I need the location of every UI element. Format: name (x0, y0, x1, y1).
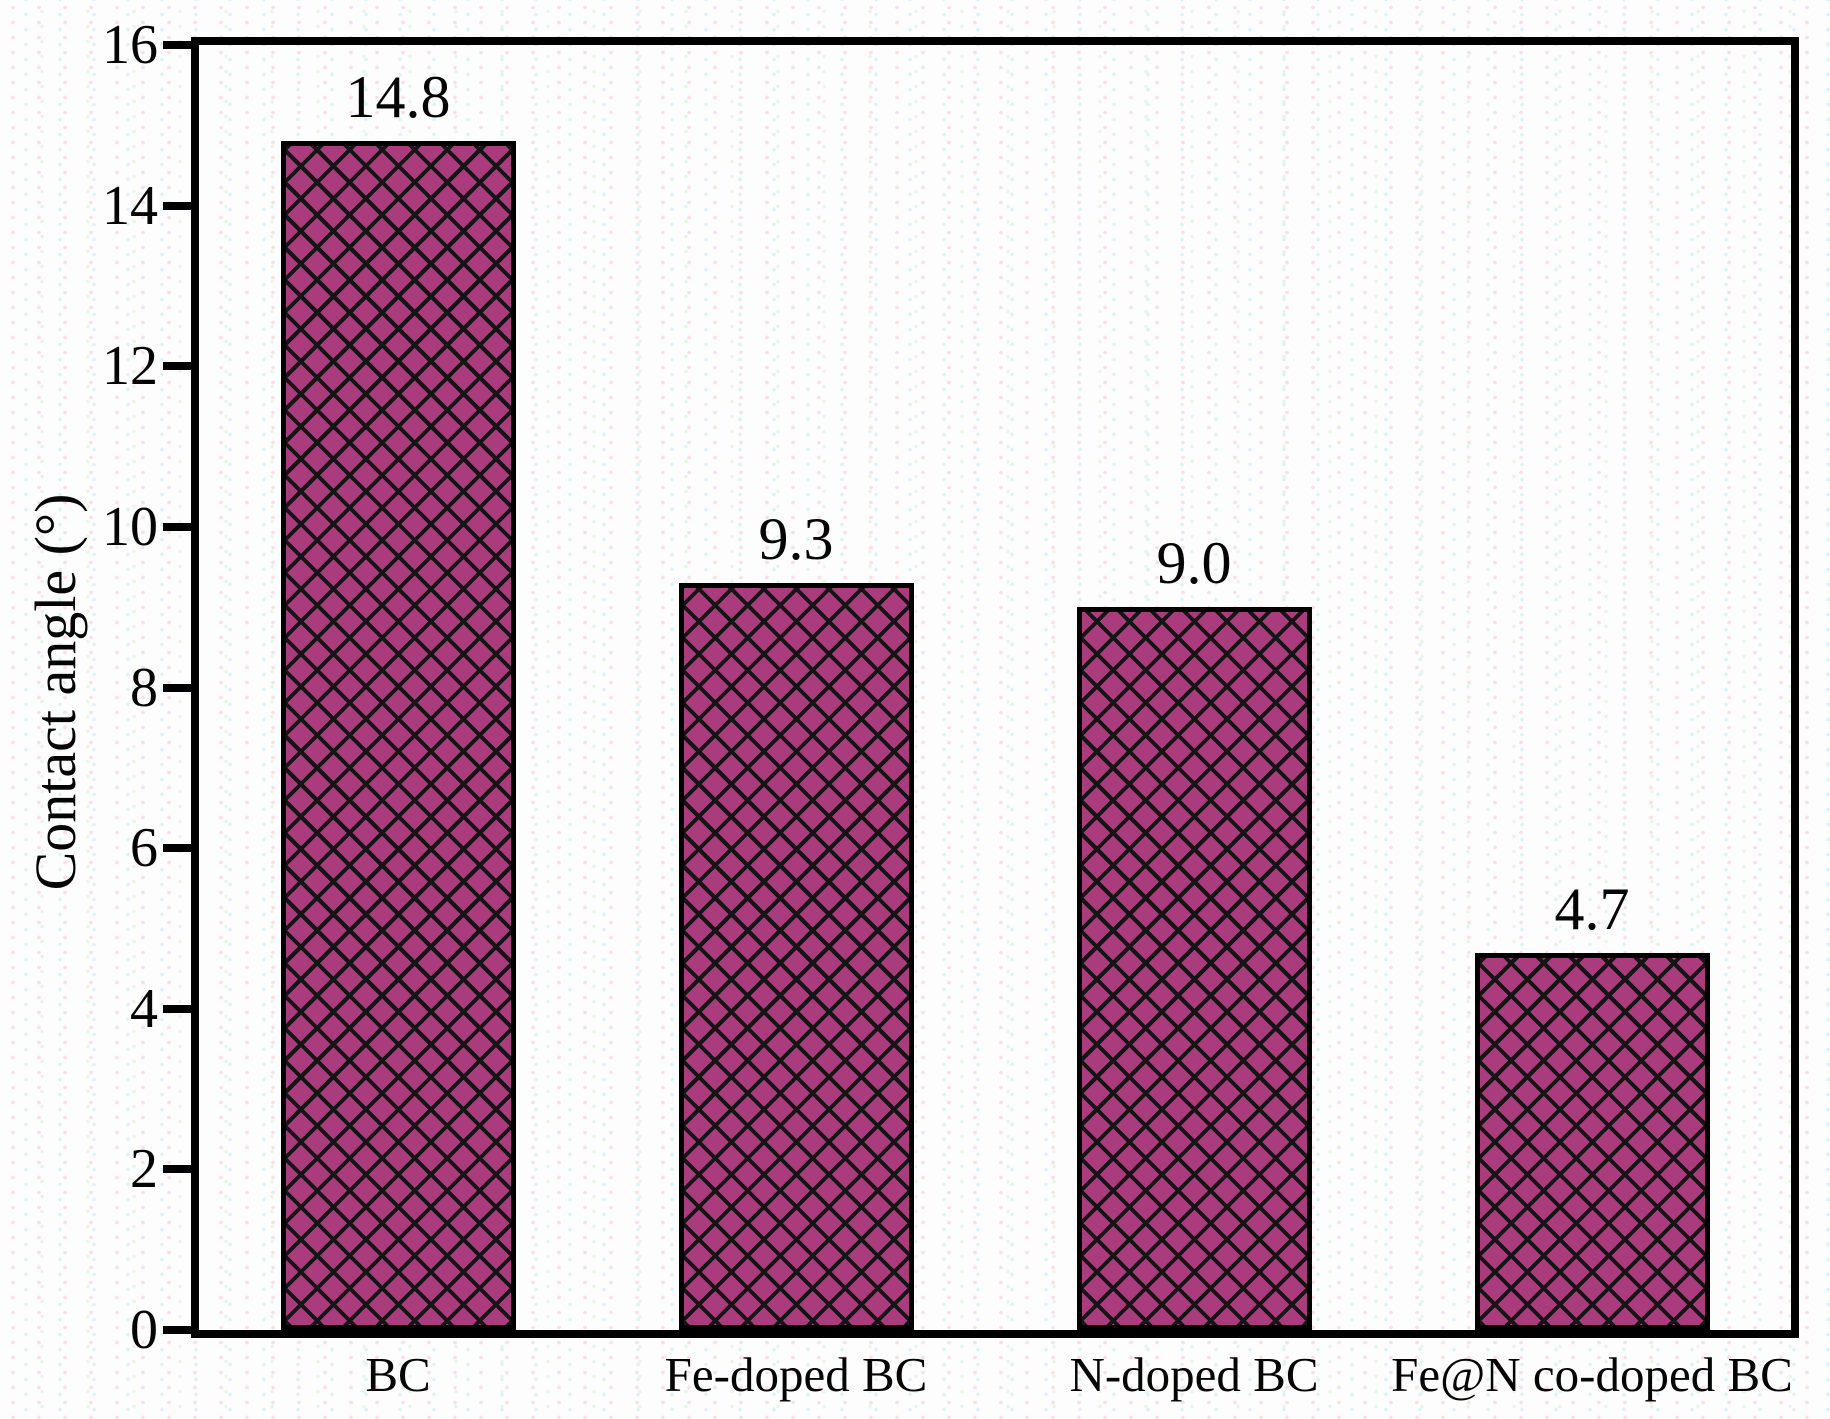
x-category-label-fe-n-co-doped-bc: Fe@N co-doped BC (1391, 1347, 1793, 1402)
plot-frame (191, 37, 1799, 1338)
y-tick-2 (163, 1165, 191, 1174)
y-tick-label-2: 2 (130, 1138, 158, 1201)
y-tick-6 (163, 844, 191, 853)
y-tick-label-0: 0 (130, 1299, 158, 1361)
y-tick-12 (163, 362, 191, 371)
y-tick-10 (163, 522, 191, 531)
y-tick-label-14: 14 (102, 174, 158, 237)
y-tick-16 (163, 41, 191, 49)
y-tick-8 (163, 683, 191, 692)
y-axis-title: Contact angle (°) (23, 493, 88, 891)
x-category-label-bc: BC (365, 1347, 431, 1402)
y-tick-0 (163, 1326, 191, 1334)
y-tick-14 (163, 201, 191, 210)
y-tick-label-16: 16 (102, 14, 158, 76)
x-category-label-n-doped-bc: N-doped BC (1069, 1347, 1319, 1402)
x-category-label-fe-doped-bc: Fe-doped BC (664, 1347, 928, 1402)
y-tick-4 (163, 1004, 191, 1013)
